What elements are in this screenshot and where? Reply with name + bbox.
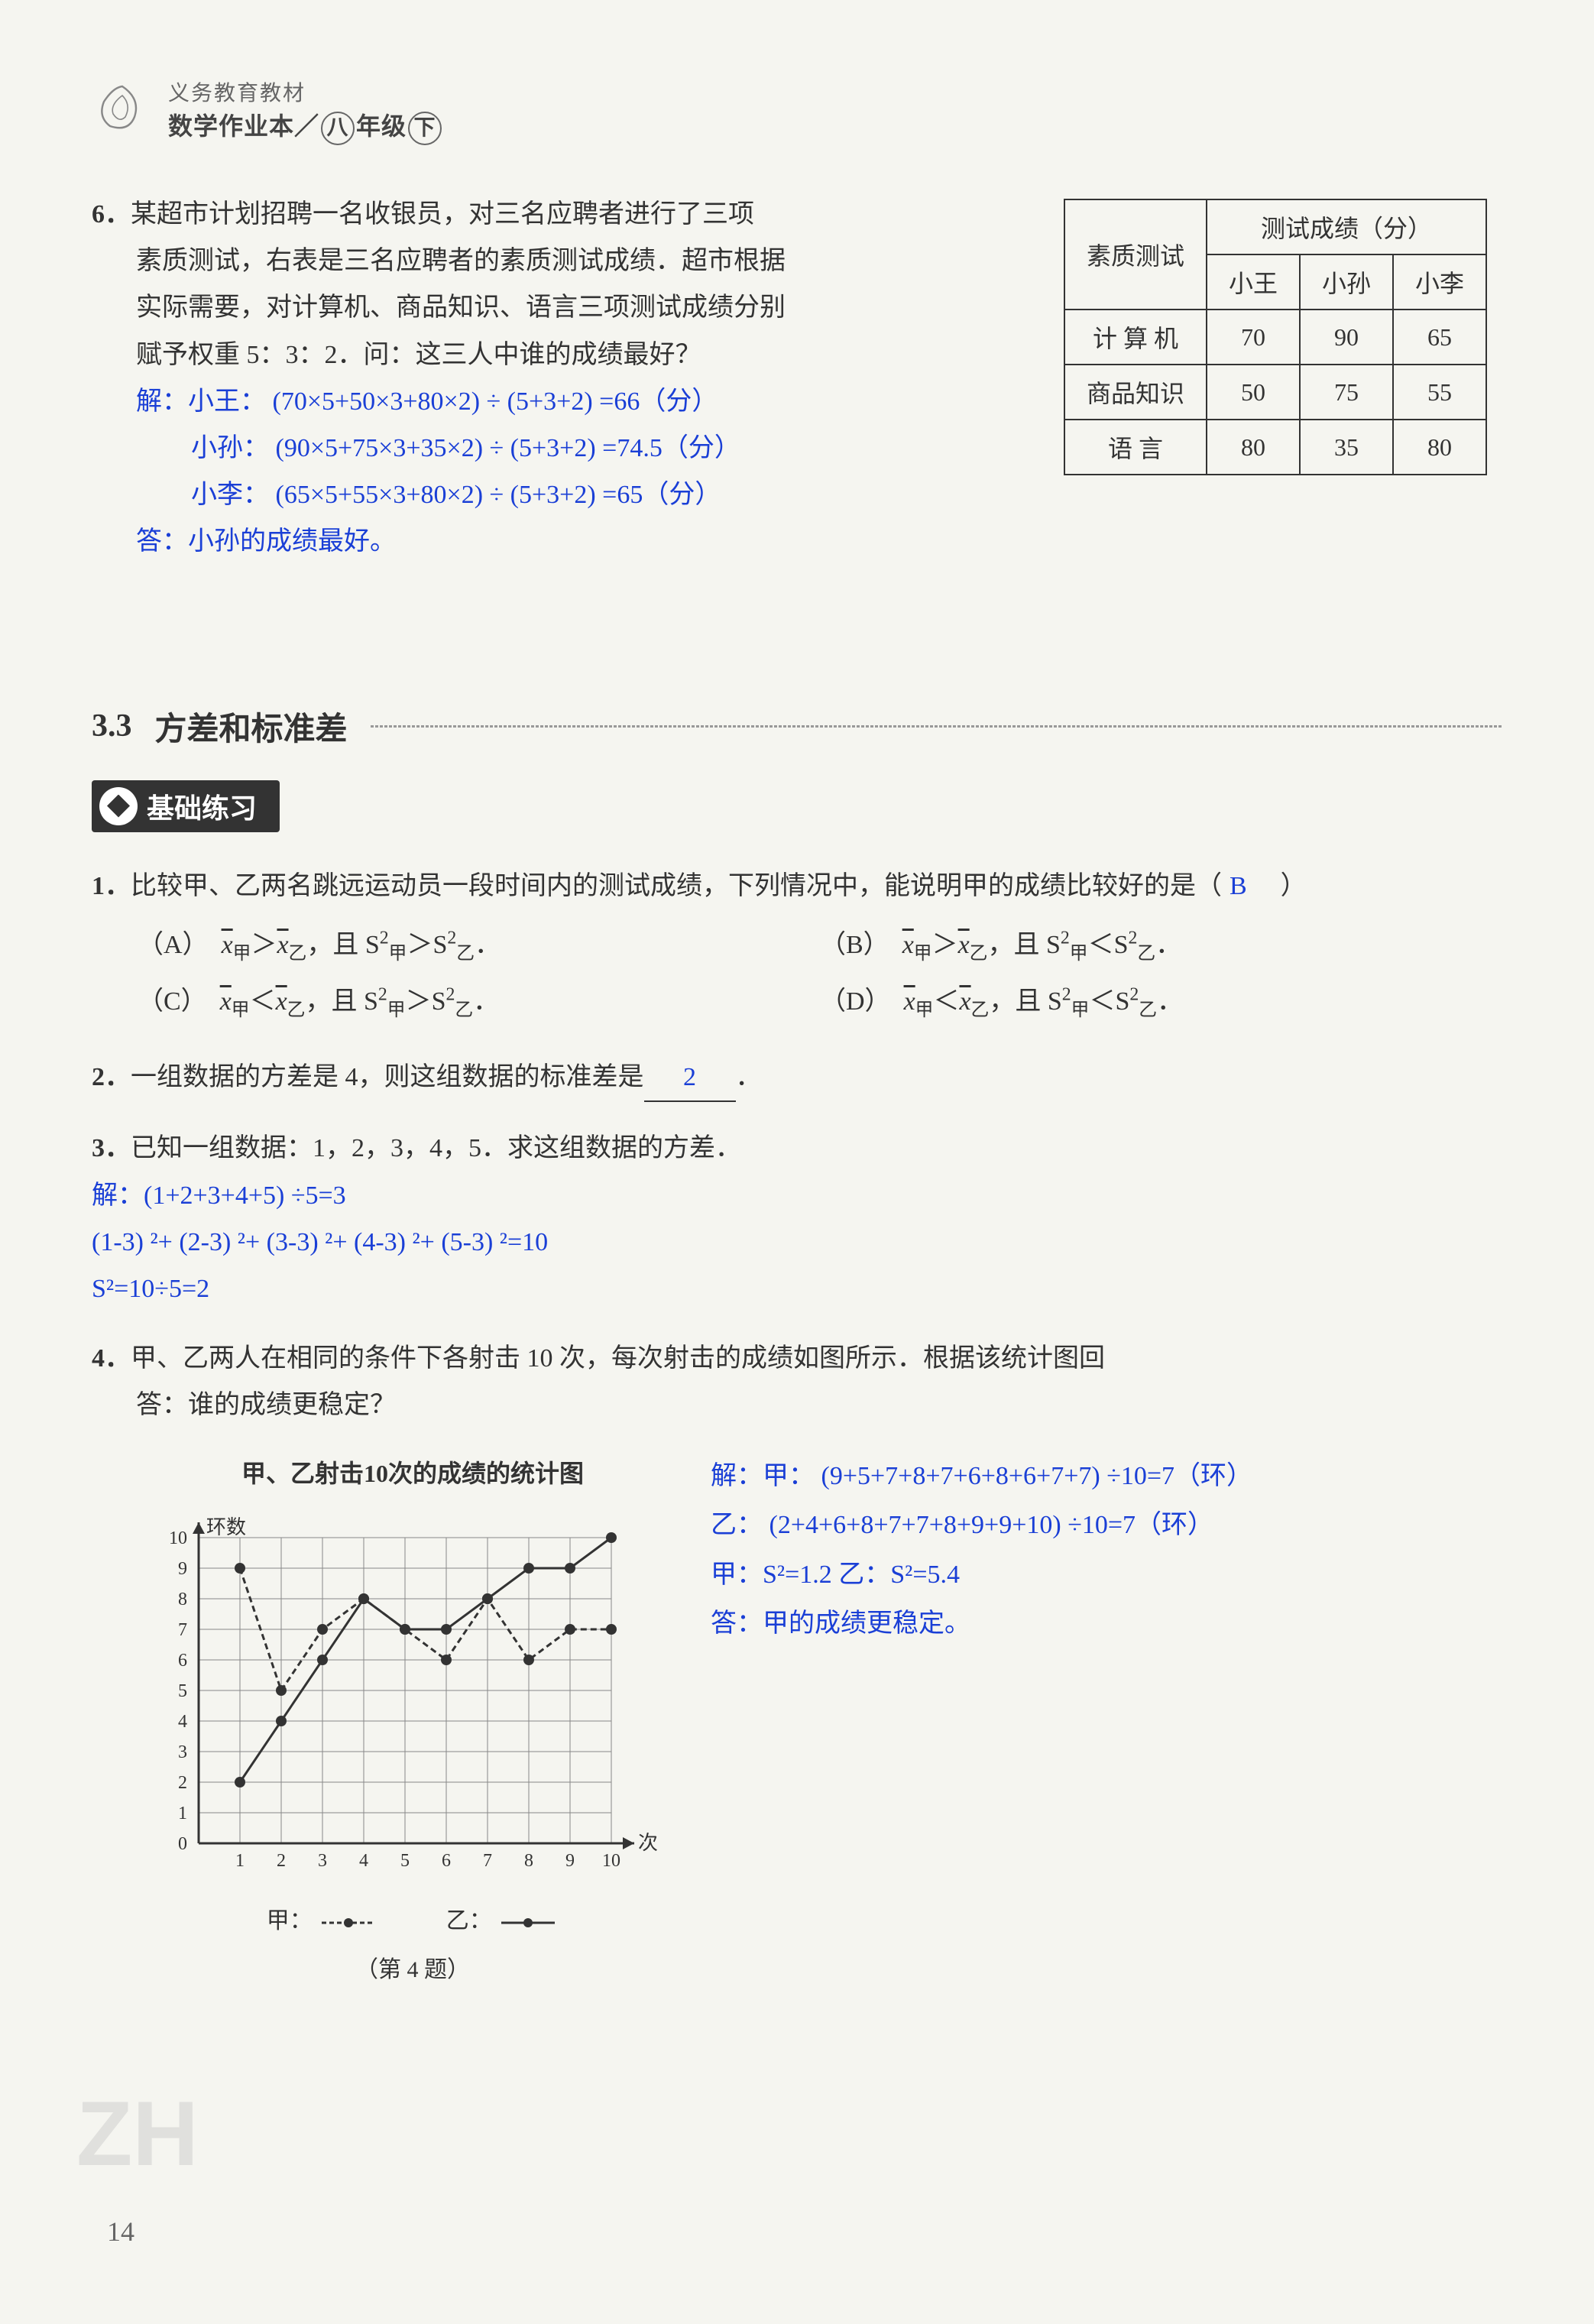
svg-text:5: 5 [400, 1851, 410, 1871]
q1-text: 比较甲、乙两名跳远运动员一段时间内的测试成绩，下列情况中，能说明甲的成绩比较好的… [131, 872, 1222, 900]
table-row: 计 算 机 70 90 65 [1064, 310, 1486, 365]
q3-number: 3． [92, 1134, 131, 1162]
logo-icon [92, 80, 153, 141]
q6-text-line2: 素质测试，右表是三名应聘者的素质测试成绩．超市根据 [136, 247, 786, 275]
practice-badge: 基础练习 [92, 780, 280, 832]
question-3: 3．已知一组数据：1，2，3，4，5．求这组数据的方差． 解：(1+2+3+4+… [92, 1125, 1502, 1312]
svg-text:1: 1 [235, 1851, 245, 1871]
score-table: 素质测试 测试成绩（分） 小王 小孙 小李 计 算 机 70 90 65 商品知… [1064, 199, 1487, 475]
chart-svg: 0 1 2 3 4 5 6 7 8 9 10 1 2 3 4 5 6 7 8 9 10 环数次数 [138, 1507, 657, 1889]
svg-text:环数: 环数 [206, 1516, 246, 1538]
svg-text:2: 2 [277, 1851, 286, 1871]
svg-text:3: 3 [178, 1742, 187, 1762]
chart-legend: 甲： 乙： [138, 1901, 688, 1942]
svg-text:5: 5 [178, 1681, 187, 1701]
question-1: 1．比较甲、乙两名跳远运动员一段时间内的测试成绩，下列情况中，能说明甲的成绩比较… [92, 863, 1502, 1032]
svg-text:6: 6 [178, 1651, 187, 1671]
svg-text:4: 4 [178, 1712, 187, 1732]
table-col-li: 小李 [1393, 254, 1486, 310]
q2-number: 2． [92, 1063, 131, 1091]
svg-text:9: 9 [178, 1559, 187, 1579]
q4-number: 4． [92, 1344, 131, 1373]
question-2: 2．一组数据的方差是 4，则这组数据的标准差是2． [92, 1054, 1502, 1102]
table-col-wang: 小王 [1207, 254, 1300, 310]
section-title: 3.3 方差和标准差 [92, 703, 1502, 750]
question-4: 4．甲、乙两人在相同的条件下各射击 10 次，每次射击的成绩如图所示．根据该统计… [92, 1335, 1502, 1991]
q6-text-line1: 某超市计划招聘一名收银员，对三名应聘者进行了三项 [131, 200, 754, 229]
badge-icon [99, 787, 138, 825]
header-title: 数学作业本／八年级下 [168, 107, 443, 145]
q1-answer: B [1230, 872, 1247, 900]
table-header-test: 素质测试 [1064, 199, 1207, 310]
svg-text:1: 1 [178, 1804, 187, 1823]
q1-options: （A） x甲＞x乙，且 S2甲＞S2乙． （B） x甲＞x乙，且 S2甲＜S2乙… [138, 917, 1502, 1032]
svg-text:9: 9 [565, 1851, 575, 1871]
section-name: 方差和标准差 [155, 703, 348, 750]
q2-answer: 2 [644, 1054, 736, 1102]
option-a: （A） x甲＞x乙，且 S2甲＞S2乙． [138, 917, 820, 974]
svg-text:次数: 次数 [638, 1832, 657, 1854]
q4-answer: 解：甲： (9+5+7+8+7+6+8+6+7+7) ÷10=7（环） 乙： (… [711, 1452, 1502, 1649]
q4-text-line1: 甲、乙两人在相同的条件下各射击 10 次，每次射击的成绩如图所示．根据该统计图回 [131, 1344, 1105, 1373]
section-number: 3.3 [92, 708, 132, 744]
svg-text:7: 7 [483, 1851, 492, 1871]
q1-number: 1． [92, 872, 131, 900]
q6-text-line3: 实际需要，对计算机、商品知识、语言三项测试成绩分别 [136, 293, 786, 322]
q3-text: 已知一组数据：1，2，3，4，5．求这组数据的方差． [131, 1134, 741, 1162]
header-subtitle: 义务教育教材 [168, 76, 443, 107]
table-header-score: 测试成绩（分） [1207, 199, 1486, 254]
option-d: （D） x甲＜x乙，且 S2甲＜S2乙． [820, 974, 1502, 1031]
svg-text:2: 2 [178, 1773, 187, 1793]
chart-box: 甲、乙射击10次的成绩的统计图 0 1 2 3 4 5 6 7 8 9 10 1 2 3 4 5 6 7 8 9 10 环… [138, 1452, 688, 1992]
chart-title: 甲、乙射击10次的成绩的统计图 [138, 1452, 688, 1496]
page-header: 义务教育教材 数学作业本／八年级下 [92, 76, 1502, 145]
page-number: 14 [107, 2215, 134, 2248]
option-c: （C） x甲＜x乙，且 S2甲＞S2乙． [138, 974, 820, 1031]
svg-text:6: 6 [442, 1851, 451, 1871]
svg-text:4: 4 [359, 1851, 368, 1871]
table-row: 素质测试 测试成绩（分） [1064, 199, 1486, 254]
q2-text: 一组数据的方差是 4，则这组数据的标准差是 [131, 1063, 644, 1091]
section-divider [371, 725, 1502, 728]
svg-text:8: 8 [524, 1851, 533, 1871]
q6-text-line4: 赋予权重 5：3：2．问：这三人中谁的成绩最好？ [136, 341, 701, 369]
svg-text:3: 3 [318, 1851, 327, 1871]
chart-container: 甲、乙射击10次的成绩的统计图 0 1 2 3 4 5 6 7 8 9 10 1 2 3 4 5 6 7 8 9 10 环… [138, 1452, 1502, 1992]
option-b: （B） x甲＞x乙，且 S2甲＜S2乙． [820, 917, 1502, 974]
svg-text:7: 7 [178, 1620, 187, 1640]
svg-text:8: 8 [178, 1590, 187, 1609]
chart-caption: （第 4 题） [138, 1950, 688, 1991]
q3-answer: 解：(1+2+3+4+5) ÷5=3 (1-3) ²+ (2-3) ²+ (3-… [92, 1172, 1502, 1313]
svg-text:10: 10 [169, 1528, 187, 1548]
svg-text:10: 10 [602, 1851, 620, 1871]
q4-text-line2: 答：谁的成绩更稳定？ [136, 1391, 396, 1419]
table-row: 商品知识 50 75 55 [1064, 365, 1486, 420]
svg-text:0: 0 [178, 1834, 187, 1854]
q6-number: 6． [92, 200, 131, 229]
table-col-sun: 小孙 [1300, 254, 1393, 310]
header-text: 义务教育教材 数学作业本／八年级下 [168, 76, 443, 145]
table-row: 语 言 80 35 80 [1064, 420, 1486, 475]
watermark: ZH [76, 2081, 199, 2186]
